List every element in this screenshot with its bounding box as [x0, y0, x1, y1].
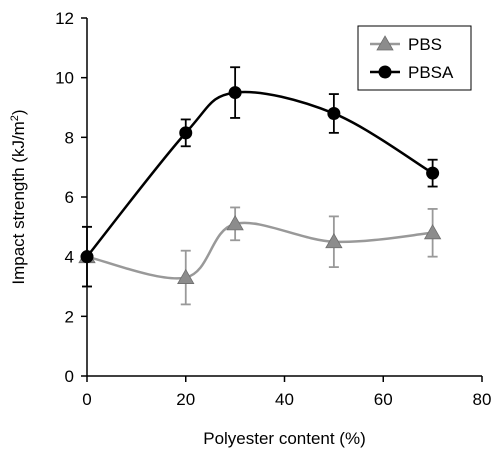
y-tick-label: 8	[65, 128, 74, 147]
series-pbs	[78, 206, 442, 306]
y-tick-label: 4	[65, 248, 74, 267]
x-tick-label: 60	[374, 390, 393, 409]
x-tick-label: 0	[82, 390, 91, 409]
y-axis-title: Impact strength (kJ/m2)	[9, 109, 28, 284]
legend: PBS PBSA	[357, 25, 472, 91]
data-point	[325, 232, 343, 249]
legend-label: PBS	[408, 35, 442, 54]
data-point	[177, 268, 195, 284]
y-axis-title-close: )	[9, 109, 28, 115]
legend-box	[357, 25, 472, 91]
ticks: 0 20 40 60 80 0 2 4 6 8 10 12	[55, 9, 491, 409]
data-point	[226, 215, 244, 231]
series-line-pbsa	[86, 90, 434, 258]
data-point	[423, 223, 442, 240]
x-tick-label: 40	[275, 390, 294, 409]
x-tick-label: 80	[473, 390, 492, 409]
x-tick-label: 20	[176, 390, 195, 409]
data-point	[228, 86, 242, 100]
data-point	[327, 106, 341, 120]
data-point	[80, 250, 94, 264]
legend-item-pbs: PBS	[370, 35, 442, 54]
series-line-pbs	[86, 221, 433, 280]
legend-marker	[376, 35, 394, 51]
series-layer	[78, 66, 442, 306]
legend-item-pbsa: PBSA	[370, 63, 454, 82]
y-tick-label: 12	[55, 9, 74, 28]
data-point	[179, 126, 193, 140]
y-tick-label: 6	[65, 188, 74, 207]
x-axis-title: Polyester content (%)	[203, 429, 366, 448]
y-axis-title-sup: 2	[9, 115, 21, 121]
legend-label: PBSA	[408, 63, 454, 82]
y-axis-title-main: Impact strength (kJ/m	[9, 121, 28, 284]
y-tick-label: 10	[55, 69, 74, 88]
series-pbsa	[80, 66, 440, 288]
data-point	[426, 166, 440, 180]
y-tick-label: 2	[65, 307, 74, 326]
y-tick-label: 0	[65, 367, 74, 386]
legend-marker	[378, 65, 392, 79]
